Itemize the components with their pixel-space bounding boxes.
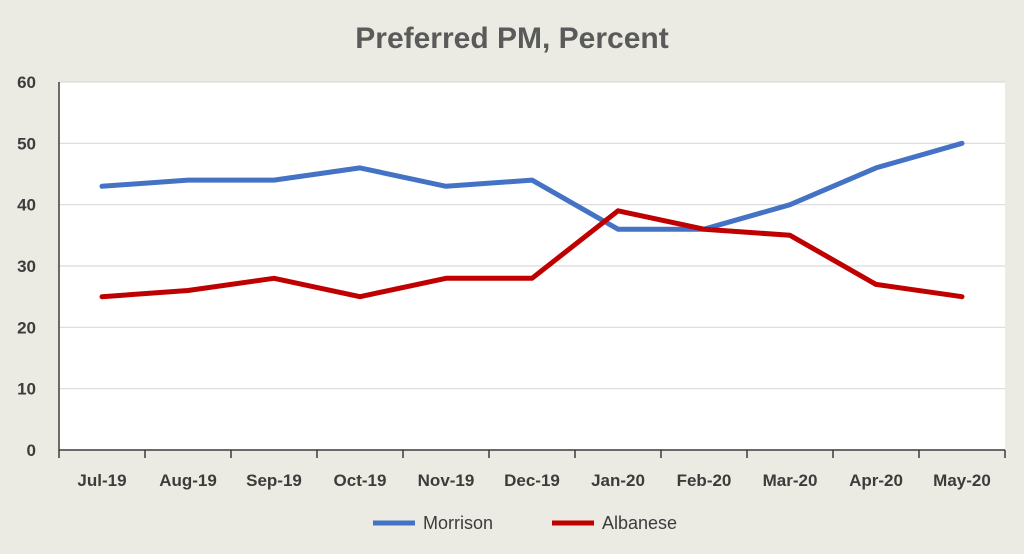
x-tick-label: Apr-20	[849, 471, 903, 490]
series-lines	[99, 140, 965, 300]
y-tick-label: 40	[17, 196, 36, 215]
x-tick-label: Feb-20	[677, 471, 732, 490]
legend-label-albanese: Albanese	[602, 513, 677, 533]
axes	[58, 82, 1006, 458]
y-tick-labels: 0 10 20 30 40 50 60	[17, 73, 36, 460]
y-tick-label: 10	[17, 380, 36, 399]
y-tick-label: 20	[17, 318, 36, 337]
x-tick-label: Nov-19	[418, 471, 475, 490]
legend: Morrison Albanese	[373, 513, 677, 533]
x-tick-label: Sep-19	[246, 471, 302, 490]
x-tick-label: Oct-19	[334, 471, 387, 490]
x-tick-labels: Jul-19 Aug-19 Sep-19 Oct-19 Nov-19 Dec-19 Jan-…	[77, 471, 990, 490]
x-tick-label: Aug-19	[159, 471, 217, 490]
x-tick-label: Dec-19	[504, 471, 560, 490]
y-tick-label: 60	[17, 73, 36, 92]
x-tick-label: Jan-20	[591, 471, 645, 490]
chart-title: Preferred PM, Percent	[355, 22, 668, 55]
x-tick-label: Mar-20	[763, 471, 818, 490]
y-tick-label: 50	[17, 134, 36, 153]
x-tick-label: Jul-19	[77, 471, 126, 490]
y-tick-label: 30	[17, 257, 36, 276]
legend-label-morrison: Morrison	[423, 513, 493, 533]
y-tick-label: 0	[27, 441, 36, 460]
x-tick-label: May-20	[933, 471, 991, 490]
gridlines	[59, 81, 1005, 390]
